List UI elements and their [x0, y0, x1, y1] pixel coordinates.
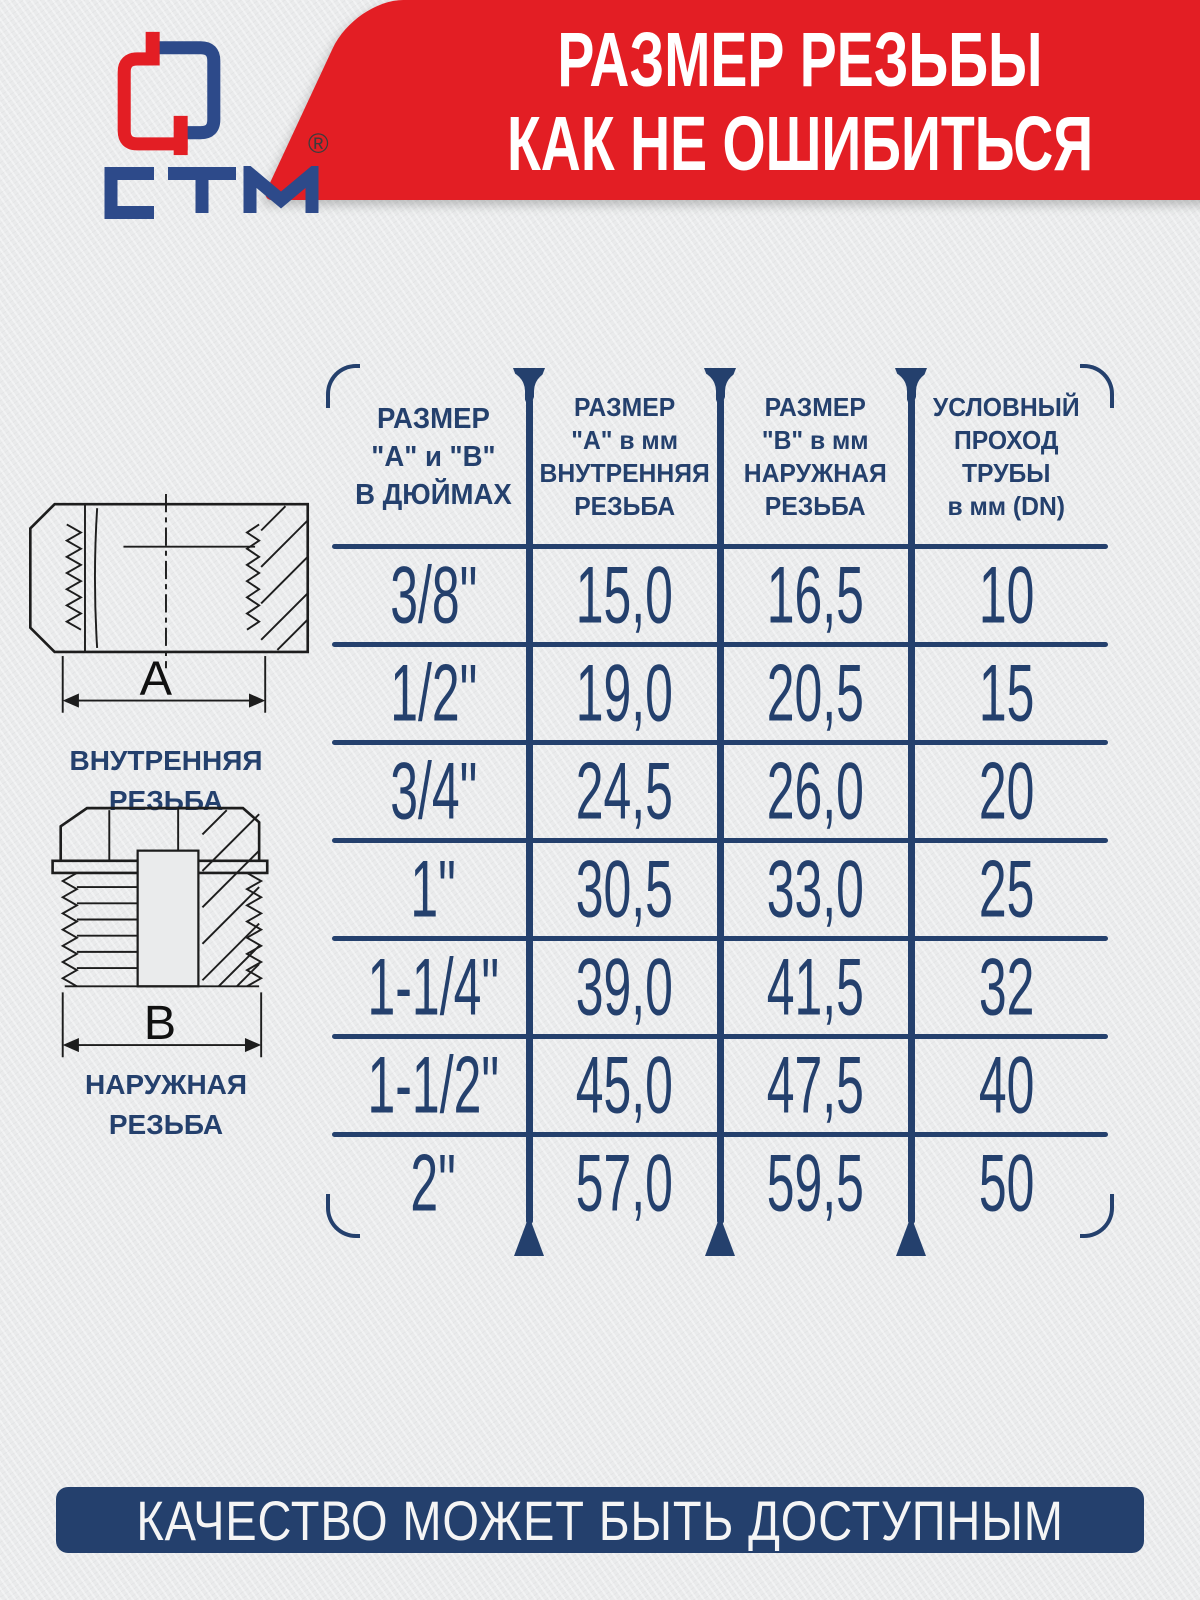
header-cell-inches: РАЗМЕР "А" и "В" В ДЮЙМАХ — [342, 370, 525, 544]
table-cell: 15,0 — [533, 548, 716, 642]
table-cell: 33,0 — [724, 842, 907, 936]
table-cell: 47,5 — [724, 1038, 907, 1132]
divider-line — [907, 398, 915, 1224]
footer-banner: КАЧЕСТВО МОЖЕТ БЫТЬ ДОСТУПНЫМ — [56, 1487, 1144, 1553]
divider-line — [525, 398, 533, 1224]
external-thread-drawing-icon: В — [51, 806, 269, 1058]
row-line — [332, 543, 1108, 549]
table-cell: 24,5 — [533, 744, 716, 838]
table-cell: 1-1/2" — [342, 1038, 525, 1132]
table-cell: 15 — [915, 646, 1098, 740]
table-cell: 20,5 — [724, 646, 907, 740]
header-cell-internal: РАЗМЕР "А" в мм ВНУТРЕННЯЯ РЕЗЬБА — [533, 370, 716, 544]
row-line — [332, 641, 1108, 647]
logo-text — [104, 166, 319, 219]
table-cell: 1/2" — [342, 646, 525, 740]
footer-slogan: КАЧЕСТВО МОЖЕТ БЫТЬ ДОСТУПНЫМ — [136, 1488, 1064, 1552]
table-cell: 30,5 — [533, 842, 716, 936]
external-thread-diagram: В НАРУЖНАЯ РЕЗЬБА — [4, 798, 328, 1145]
logo: ® — [40, 10, 329, 225]
header-title-line1: РАЗМЕР РЕЗЬБЫ — [557, 17, 1043, 103]
table-cell: 45,0 — [533, 1038, 716, 1132]
table-cell: 19,0 — [533, 646, 716, 740]
external-thread-caption: НАРУЖНАЯ РЕЗЬБА — [84, 1069, 248, 1141]
table-cell: 20 — [915, 744, 1098, 838]
row-line — [332, 935, 1108, 941]
table-cell: 10 — [915, 548, 1098, 642]
table-cell: 41,5 — [724, 940, 907, 1034]
table-cell: 26,0 — [724, 744, 907, 838]
internal-thread-caption: ВНУТРЕННЯЯ РЕЗЬБА — [69, 745, 263, 817]
row-line — [332, 837, 1108, 843]
internal-thread-diagram: А ВНУТРЕННЯЯ РЕЗЬБА — [4, 490, 328, 821]
header-title: РАЗМЕР РЕЗЬБЫ КАК НЕ ОШИБИТЬСЯ — [400, 0, 1200, 200]
logo-mark-icon — [117, 31, 221, 156]
table-cell: 40 — [915, 1038, 1098, 1132]
header-title-line2: КАК НЕ ОШИБИТЬСЯ — [506, 101, 1094, 187]
header-cell-dn: УСЛОВНЫЙ ПРОХОД ТРУБЫ в мм (DN) — [915, 370, 1098, 544]
dimension-label-a: А — [140, 652, 173, 706]
table-cell: 16,5 — [724, 548, 907, 642]
table-grid-lines — [332, 368, 1108, 1260]
table-cell: 1" — [342, 842, 525, 936]
table-cell: 32 — [915, 940, 1098, 1034]
table-cell: 59,5 — [724, 1136, 907, 1230]
header-cell-external: РАЗМЕР "В" в мм НАРУЖНАЯ РЕЗЬБА — [724, 370, 907, 544]
table-grid: РАЗМЕР "А" и "В" В ДЮЙМАХ РАЗМЕР "А" в м… — [338, 368, 1102, 1232]
registered-trademark: ® — [308, 128, 329, 159]
table-cell: 2" — [342, 1136, 525, 1230]
table-cell: 3/8" — [342, 548, 525, 642]
row-line — [332, 1033, 1108, 1039]
table-cell: 50 — [915, 1136, 1098, 1230]
table-cell: 1-1/4" — [342, 940, 525, 1034]
divider-line — [716, 398, 724, 1224]
dimension-label-b: В — [144, 996, 176, 1050]
internal-thread-drawing-icon: А — [29, 494, 310, 713]
table-cell: 3/4" — [342, 744, 525, 838]
table-cell: 39,0 — [533, 940, 716, 1034]
row-line — [332, 739, 1108, 745]
table-cell: 25 — [915, 842, 1098, 936]
row-line — [332, 1131, 1108, 1137]
thread-size-table: РАЗМЕР "А" и "В" В ДЮЙМАХ РАЗМЕР "А" в м… — [326, 364, 1114, 1260]
table-cell: 57,0 — [533, 1136, 716, 1230]
